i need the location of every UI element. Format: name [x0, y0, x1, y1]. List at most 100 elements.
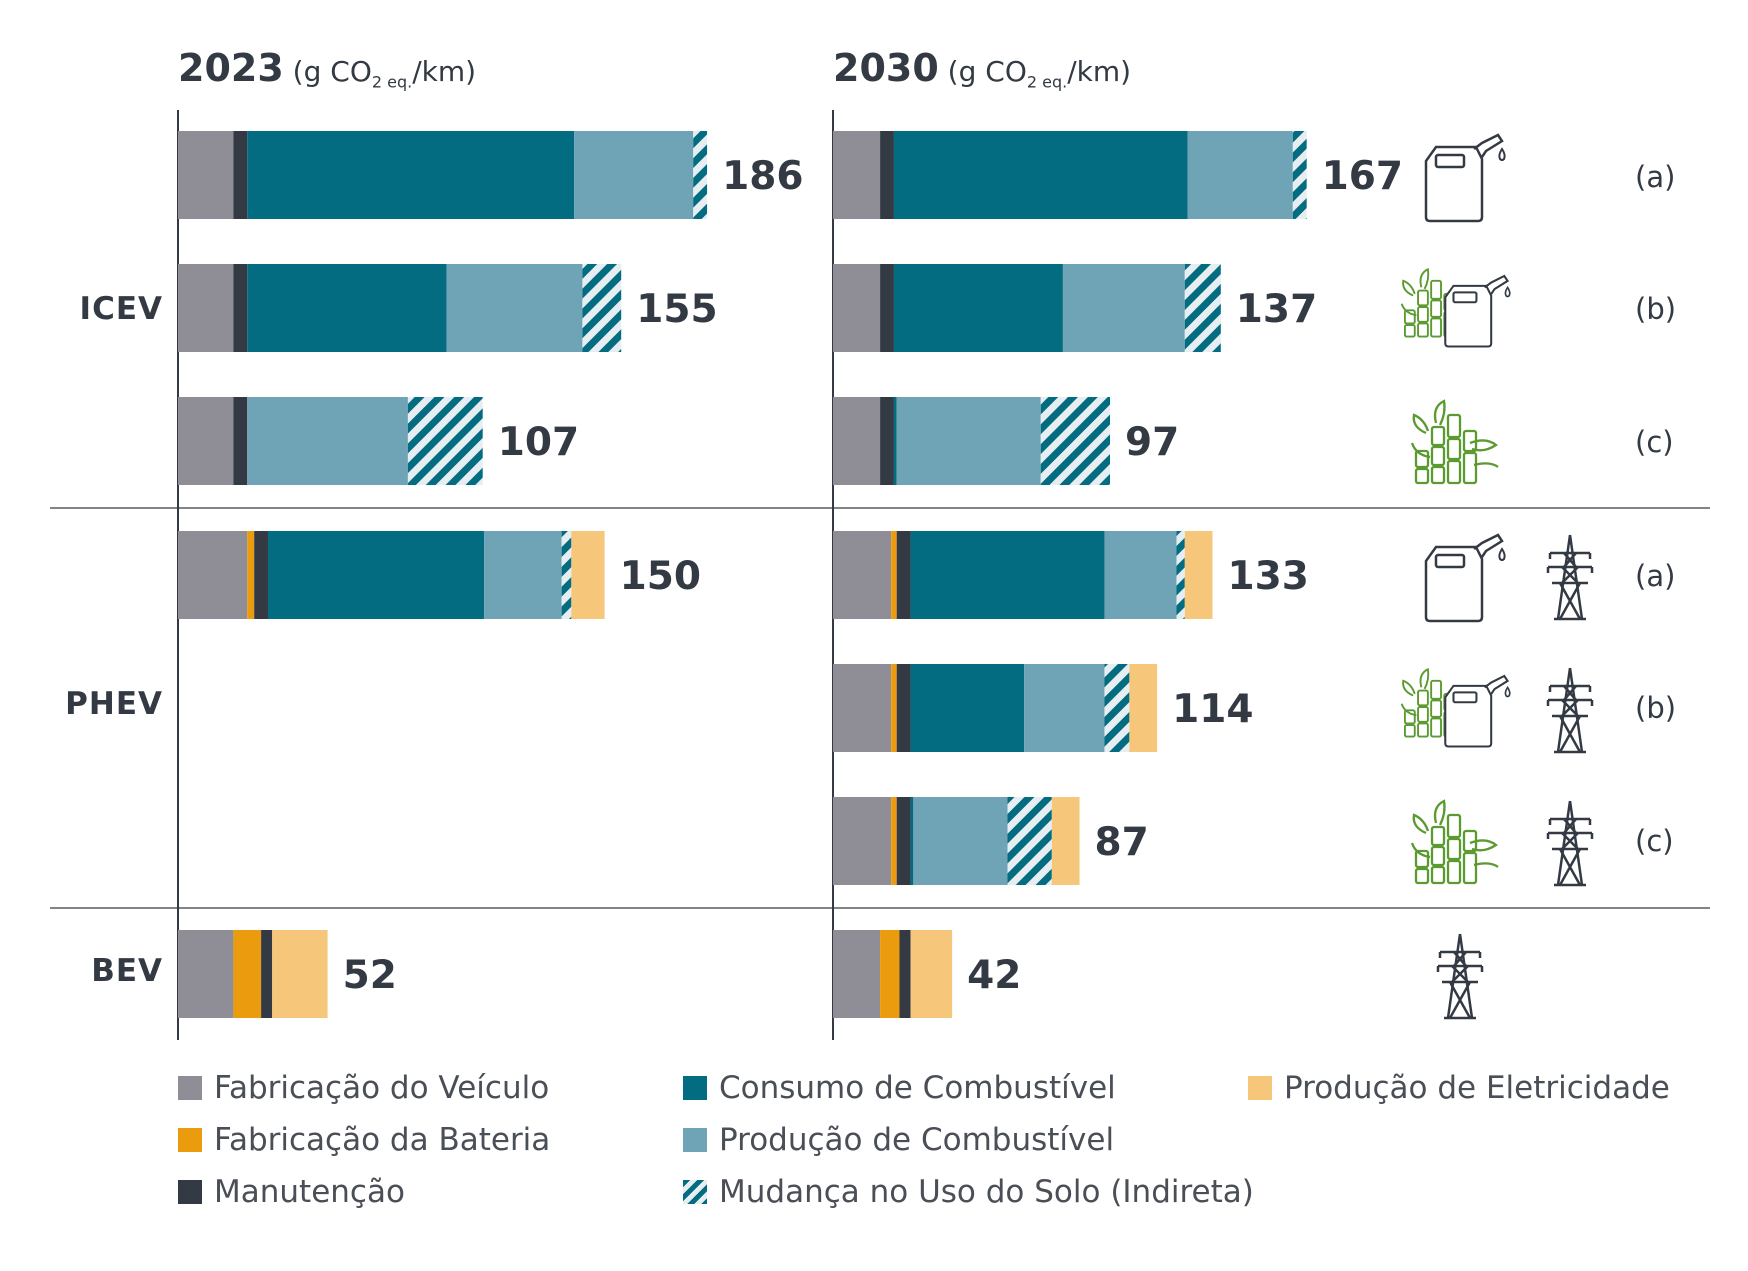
group-label-icev: ICEV: [79, 291, 163, 327]
bar-2023-icev-a: 186: [178, 131, 803, 219]
power-tower-icon: [1546, 799, 1594, 887]
bar-2030-phev-c: 87: [833, 797, 1149, 885]
legend-item-fabricacao-veiculo: Fabricação do Veículo: [178, 1070, 549, 1106]
bar-segment-mudanca-solo: [1007, 797, 1052, 885]
bar-segment-mudanca-solo: [1040, 397, 1110, 485]
bar-segment-fabricacao-veiculo: [833, 797, 892, 885]
legend-label: Produção de Combustível: [719, 1122, 1115, 1158]
bar-total-label: 107: [498, 420, 579, 465]
bar-segment-manutencao: [233, 264, 248, 352]
emissions-chart: 186 155 107 150 52 167 137 97 133 114 87 42: [50, 110, 1710, 1040]
bar-segment-fabricacao-bateria: [891, 664, 897, 752]
legend-label: Produção de Eletricidade: [1284, 1070, 1670, 1106]
bar-segment-fabricacao-veiculo: [833, 664, 892, 752]
bar-segment-manutencao: [899, 930, 911, 1018]
variant-label-phev-a: (a): [1635, 559, 1676, 593]
bar-segment-producao-eletricidade: [1129, 664, 1158, 752]
legend-swatch-producao-eletricidade: [1248, 1076, 1272, 1100]
bar-segment-manutencao: [880, 397, 894, 485]
bar-2030-icev-c: 97: [833, 397, 1179, 485]
bar-total-label: 114: [1172, 687, 1253, 732]
unit-suffix: /km): [412, 55, 477, 88]
bar-segment-fabricacao-veiculo: [178, 531, 248, 619]
bar-total-label: 52: [343, 953, 397, 998]
legend-item-producao-eletricidade: Produção de Eletricidade: [1248, 1070, 1670, 1106]
bar-segment-producao-combustivel: [1104, 531, 1177, 619]
bar-segment-manutencao: [896, 531, 911, 619]
bar-segment-producao-combustivel: [1187, 131, 1293, 219]
bar-segment-fabricacao-bateria: [880, 930, 900, 1018]
sugarcane-fuel-can-icon: [1400, 668, 1511, 748]
bar-segment-manutencao: [880, 131, 894, 219]
variant-label-icev-c: (c): [1635, 425, 1674, 459]
variant-label-phev-c: (c): [1635, 824, 1674, 858]
sugarcane-icon: [1410, 799, 1500, 885]
bar-segment-producao-combustivel: [574, 131, 694, 219]
legend-label: Consumo de Combustível: [719, 1070, 1116, 1106]
bar-segment-fabricacao-veiculo: [833, 264, 881, 352]
power-tower-icon: [1436, 932, 1484, 1020]
bar-segment-mudanca-solo: [1184, 264, 1221, 352]
bar-segment-consumo-combustivel: [893, 131, 1188, 219]
legend-label: Fabricação da Bateria: [214, 1122, 551, 1158]
unit-sub: 2 eq.: [371, 72, 413, 92]
chart-legend: Fabricação do Veículo Fabricação da Bate…: [178, 1070, 1738, 1240]
bar-segment-producao-eletricidade: [272, 930, 328, 1018]
bar-total-label: 150: [620, 554, 701, 599]
legend-label: Manutenção: [214, 1174, 405, 1210]
bar-segment-consumo-combustivel: [893, 397, 897, 485]
bar-segment-producao-combustivel: [446, 264, 583, 352]
legend-swatch-fabricacao-bateria: [178, 1128, 202, 1152]
legend-swatch-mudanca-solo: [683, 1180, 707, 1204]
bar-segment-mudanca-solo: [407, 397, 483, 485]
sugarcane-icon: [1410, 399, 1500, 485]
bar-total-label: 133: [1227, 554, 1308, 599]
bar-segment-producao-combustivel: [1062, 264, 1185, 352]
bar-segment-consumo-combustivel: [893, 264, 1063, 352]
bar-2030-bev: 42: [833, 930, 1021, 1018]
bar-segment-fabricacao-veiculo: [833, 131, 881, 219]
bar-segment-mudanca-solo: [1176, 531, 1185, 619]
variant-label-icev-b: (b): [1635, 292, 1677, 326]
bar-segment-producao-combustivel: [896, 397, 1041, 485]
bar-segment-fabricacao-veiculo: [833, 397, 881, 485]
bar-segment-fabricacao-bateria: [247, 531, 255, 619]
panel-title-2023: 2023 (g CO2 eq./km): [178, 46, 476, 92]
fuel-can-icon: [1424, 133, 1506, 223]
bar-segment-mudanca-solo: [693, 131, 708, 219]
bar-segment-producao-eletricidade: [910, 930, 953, 1018]
legend-item-manutencao: Manutenção: [178, 1174, 405, 1210]
unit-suffix: /km): [1067, 55, 1132, 88]
bar-segment-producao-combustivel: [1024, 664, 1105, 752]
bar-segment-fabricacao-veiculo: [178, 131, 234, 219]
bar-2023-icev-c: 107: [178, 397, 579, 485]
bar-segment-mudanca-solo: [561, 531, 572, 619]
group-label-phev: PHEV: [65, 686, 163, 722]
bar-2023-bev: 52: [178, 930, 397, 1018]
bar-segment-manutencao: [896, 664, 911, 752]
bar-segment-consumo-combustivel: [910, 664, 1025, 752]
bar-2023-icev-b: 155: [178, 264, 718, 352]
bar-2030-phev-a: 133: [833, 531, 1309, 619]
bar-total-label: 97: [1125, 420, 1179, 465]
bar-segment-manutencao: [233, 131, 248, 219]
variant-label-icev-a: (a): [1635, 160, 1676, 194]
power-tower-icon: [1546, 533, 1594, 621]
bar-segment-fabricacao-veiculo: [833, 930, 881, 1018]
bar-segment-fabricacao-veiculo: [833, 531, 892, 619]
bar-segment-mudanca-solo: [1292, 131, 1307, 219]
variant-label-phev-b: (b): [1635, 691, 1677, 725]
bar-total-label: 42: [967, 953, 1021, 998]
bar-total-label: 155: [636, 287, 717, 332]
bar-segment-fabricacao-veiculo: [178, 930, 234, 1018]
bar-segment-producao-combustivel: [247, 397, 408, 485]
legend-item-fabricacao-bateria: Fabricação da Bateria: [178, 1122, 550, 1158]
bar-segment-fabricacao-veiculo: [178, 397, 234, 485]
bar-segment-fabricacao-bateria: [891, 797, 897, 885]
legend-swatch-consumo-combustivel: [683, 1076, 707, 1100]
legend-item-consumo-combustivel: Consumo de Combustível: [683, 1070, 1116, 1106]
power-tower-icon: [1546, 666, 1594, 754]
legend-swatch-fabricacao-veiculo: [178, 1076, 202, 1100]
bar-segment-manutencao: [880, 264, 894, 352]
legend-swatch-producao-combustivel: [683, 1128, 707, 1152]
